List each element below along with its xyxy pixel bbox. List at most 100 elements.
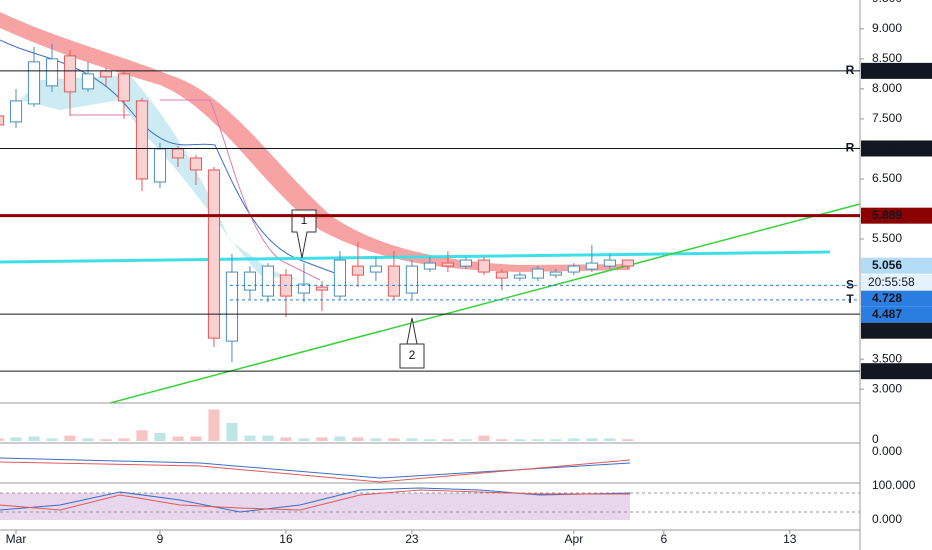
- volume-bar: [622, 439, 634, 441]
- volume-bar: [334, 436, 346, 441]
- price-label-bg: [861, 290, 932, 307]
- candle-body: [45, 58, 59, 87]
- volume-bar: [352, 437, 364, 441]
- x-tick-label: 16: [279, 532, 293, 546]
- price-label: 8.300: [872, 63, 902, 77]
- price-label-bg: [861, 306, 932, 323]
- price-label: 4.487: [872, 307, 902, 321]
- volume-bar: [100, 439, 112, 441]
- callout-box: [399, 317, 425, 369]
- countdown-bg: [861, 274, 932, 291]
- candle-body: [63, 55, 77, 93]
- rsi-axis-label: 0.000: [872, 512, 902, 526]
- callout-box: [291, 209, 317, 259]
- trend-line-cyan: [0, 250, 831, 264]
- rsi-line: [0, 487, 631, 513]
- candle-body: [243, 271, 257, 291]
- volume-bar: [424, 439, 436, 441]
- volume-bar: [514, 439, 526, 441]
- price-label: 5.889: [872, 208, 902, 222]
- x-tick-label: Mar: [6, 532, 27, 546]
- volume-bar: [262, 435, 274, 441]
- volume-bar: [280, 437, 292, 441]
- ma-band: [0, 12, 630, 272]
- volume-bar: [370, 438, 382, 441]
- volume-bar: [388, 438, 400, 441]
- volume-bar: [244, 435, 256, 441]
- volume-bar: [478, 435, 490, 441]
- y-tick-label: 3.500: [872, 351, 902, 365]
- volume-bar: [460, 439, 472, 441]
- candle-body: [297, 283, 311, 294]
- candle-body: [225, 271, 239, 342]
- volume-bar: [586, 438, 598, 441]
- volume-bar: [82, 438, 94, 441]
- x-tick-label: Apr: [565, 532, 584, 546]
- volume-bar: [46, 438, 58, 441]
- y-tick-label: 8.500: [872, 51, 902, 65]
- volume-bar: [604, 438, 616, 441]
- rsi-axis-label: 100.000: [872, 478, 916, 492]
- price-label: 5.056: [872, 258, 902, 272]
- callout-label: 1: [301, 213, 308, 227]
- candle-body: [495, 271, 508, 279]
- candle-body: [333, 259, 347, 297]
- volume-axis-label: 0: [872, 432, 879, 446]
- price-label-bg: [861, 257, 932, 274]
- level-tag: R: [846, 63, 855, 77]
- candle-body: [117, 73, 131, 102]
- candle-body: [621, 259, 634, 267]
- candle-body: [315, 286, 329, 291]
- volume-bar: [550, 439, 562, 441]
- candle-body: [405, 265, 418, 294]
- candle-body: [81, 73, 95, 90]
- price-label: 4.728: [872, 291, 902, 305]
- price-label-bg: [861, 140, 932, 157]
- candle-body: [261, 265, 275, 297]
- price-label: 4.250: [872, 323, 902, 337]
- cloud: [0, 75, 300, 280]
- candle-body: [171, 148, 185, 159]
- volume-bar: [136, 430, 148, 441]
- y-tick-label: 6.500: [872, 171, 902, 185]
- candle-body: [423, 262, 436, 270]
- volume-bar: [406, 438, 418, 441]
- candle-body: [135, 100, 149, 180]
- candle-body: [549, 271, 562, 276]
- price-label-bg: [861, 207, 932, 224]
- candle-body: [441, 262, 454, 267]
- candle-body: [531, 268, 544, 279]
- price-label-bg: [861, 62, 932, 79]
- price-label-bg: [861, 363, 932, 380]
- candle-body: [567, 265, 580, 273]
- volume-bar: [0, 438, 4, 441]
- level-tag: S: [846, 278, 854, 292]
- y-tick-label: 9.000: [872, 21, 902, 35]
- volume-bar: [64, 435, 76, 441]
- y-tick-label: 3.000: [872, 381, 902, 395]
- volume-bar: [298, 438, 310, 441]
- volume-bar: [496, 439, 508, 441]
- price-label: 3.300: [872, 363, 902, 377]
- y-tick-label: 7.500: [872, 111, 902, 125]
- candle-body: [513, 274, 526, 279]
- candle-body: [585, 262, 598, 270]
- volume-bar: [154, 432, 166, 441]
- macd-axis-label: 0.000: [872, 444, 902, 458]
- volume-bar: [208, 409, 220, 441]
- price-label: 7.008: [872, 141, 902, 155]
- callout-label: 2: [409, 348, 416, 362]
- x-tick-label: 6: [661, 532, 668, 546]
- ma-line: [0, 39, 341, 276]
- volume-bar: [316, 437, 328, 441]
- volume-bar: [190, 436, 202, 441]
- candle-body: [0, 115, 5, 126]
- level-tag: R: [846, 141, 855, 155]
- candle-body: [351, 265, 365, 276]
- price-label-bg: [861, 322, 932, 339]
- x-tick-label: 9: [157, 532, 164, 546]
- volume-bar: [28, 436, 40, 441]
- candle-body: [369, 265, 383, 273]
- candle-body: [153, 148, 167, 183]
